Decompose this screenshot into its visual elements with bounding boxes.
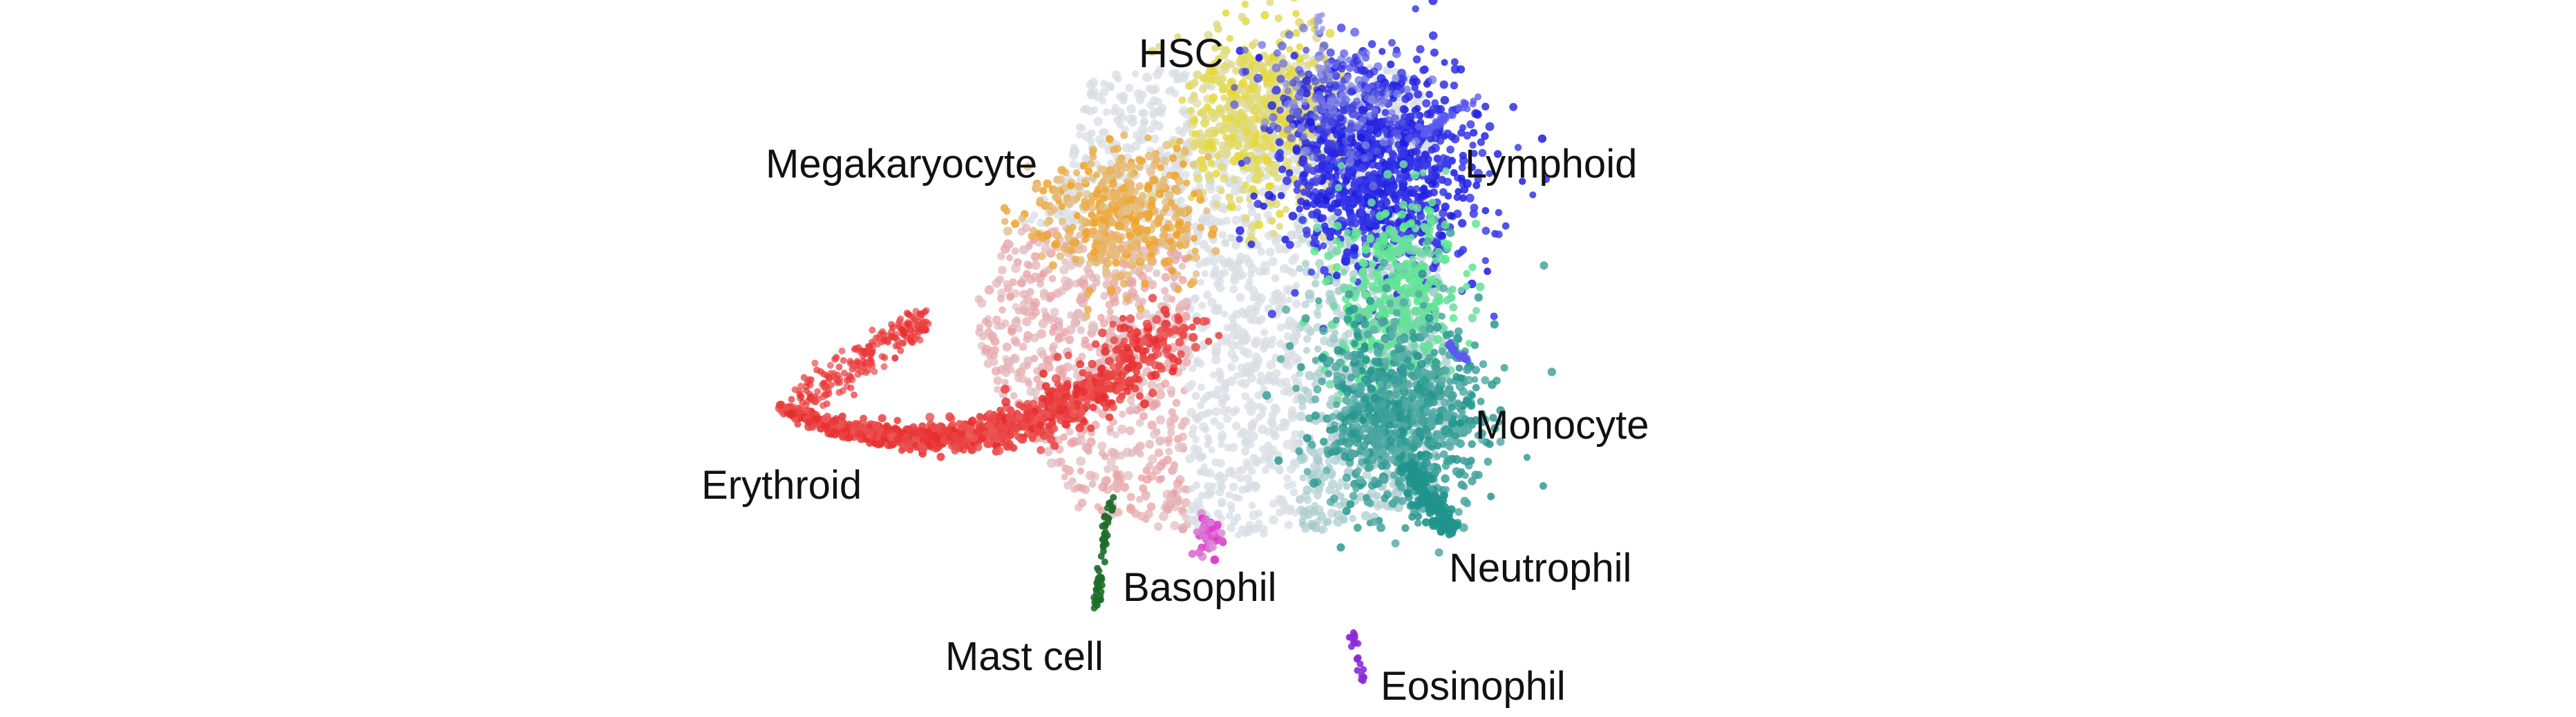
label-megakaryocyte: Megakaryocyte	[766, 142, 1037, 187]
label-eosinophil: Eosinophil	[1381, 664, 1566, 709]
label-basophil: Basophil	[1123, 565, 1276, 610]
label-hsc: HSC	[1139, 31, 1223, 76]
label-mast-cell: Mast cell	[945, 634, 1104, 679]
label-neutrophil: Neutrophil	[1449, 546, 1631, 591]
label-monocyte: Monocyte	[1475, 403, 1649, 448]
label-lymphoid: Lymphoid	[1465, 142, 1637, 187]
label-erythroid: Erythroid	[701, 463, 862, 508]
